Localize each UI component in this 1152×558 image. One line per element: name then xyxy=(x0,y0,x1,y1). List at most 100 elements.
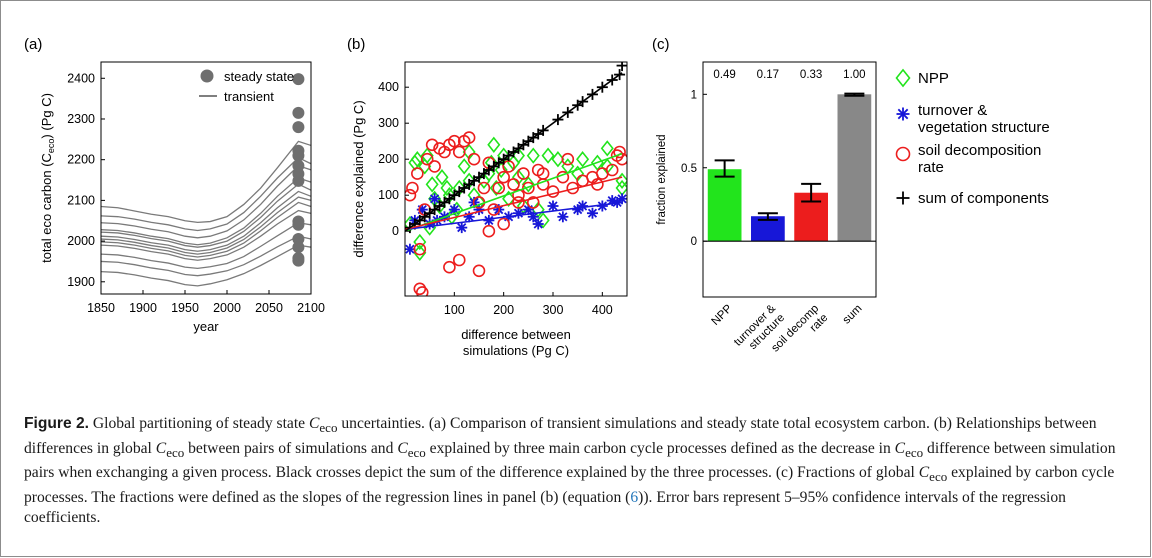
diamond-mark xyxy=(482,165,496,182)
transient-line-9 xyxy=(100,209,312,261)
caption-symbol-sub: eco xyxy=(319,420,338,436)
npp-point-6 xyxy=(420,147,434,164)
caption-symbol: C xyxy=(894,439,906,457)
sum-point-37 xyxy=(616,62,627,72)
legend-label-2: turnover & xyxy=(918,102,987,119)
circle-mark xyxy=(406,181,419,195)
star-stroke xyxy=(597,201,607,211)
y-tick-label: 1 xyxy=(691,89,697,101)
circle-mark xyxy=(497,217,510,231)
turnover-point-18 xyxy=(557,211,569,223)
star-stroke xyxy=(457,223,467,233)
x-tick-label: 2100 xyxy=(297,301,325,315)
y-tick-label: 100 xyxy=(378,188,399,202)
circle-mark xyxy=(522,181,535,195)
x-tick-label: 1900 xyxy=(129,301,157,315)
diamond-mark xyxy=(413,233,427,251)
caption-symbol-sub: eco xyxy=(929,469,948,485)
equation-link[interactable]: 6 xyxy=(630,488,639,506)
npp-point-7 xyxy=(425,176,439,193)
diamond-mark xyxy=(521,176,535,193)
turnover-point-24 xyxy=(429,193,441,205)
soil-point-28 xyxy=(526,196,540,209)
diamond-mark xyxy=(410,151,424,168)
npp-point-30 xyxy=(526,147,540,164)
circle-mark xyxy=(517,167,530,180)
panel-c-label: (c) xyxy=(652,36,670,53)
circle-mark xyxy=(605,163,619,177)
transient-line-1 xyxy=(100,140,312,224)
caption-text-f: explained by carbon cycle processes. The… xyxy=(24,464,1115,506)
x-tick-label: 200 xyxy=(493,303,514,317)
diamond-mark xyxy=(541,147,555,164)
y-tick-label: 1900 xyxy=(67,275,95,289)
soil-point-22 xyxy=(497,170,510,184)
diamond-mark xyxy=(413,244,427,261)
caption-symbol: C xyxy=(397,439,408,457)
x-tick-label: 2000 xyxy=(213,301,241,315)
npp-point-11 xyxy=(440,179,454,197)
circle-mark xyxy=(443,260,456,274)
soil-point-21 xyxy=(492,181,506,195)
diamond-mark xyxy=(425,176,439,193)
circle-mark xyxy=(536,167,550,180)
turnover-point-27 xyxy=(577,200,589,212)
y-tick-label: 0.5 xyxy=(681,163,697,175)
value-label-3: 0.33 xyxy=(800,69,822,81)
star-stroke xyxy=(430,194,440,204)
panel-c-axes-box xyxy=(702,61,877,298)
x-tick-label: 1950 xyxy=(171,301,199,315)
soil-point-37 xyxy=(605,163,619,177)
caption-text-a: Global partitioning of steady state xyxy=(89,415,309,432)
star-stroke xyxy=(449,205,459,215)
npp-point-32 xyxy=(541,147,555,164)
soil-point-40 xyxy=(413,242,427,256)
caption-symbol: C xyxy=(309,415,320,432)
figure-caption: Figure 2. Global partitioning of steady … xyxy=(24,414,1124,528)
circle-mark xyxy=(415,286,429,296)
transient-line-12 xyxy=(100,244,312,287)
y-tick-label: 0 xyxy=(392,224,399,238)
npp-point-46 xyxy=(536,212,550,229)
npp-regression-line xyxy=(405,152,623,232)
npp-point-20 xyxy=(482,165,496,182)
steady-state-point-1 xyxy=(292,73,305,86)
npp-point-35 xyxy=(576,151,590,168)
soil-point-12 xyxy=(448,134,461,148)
turnover-point-11 xyxy=(483,214,495,226)
diamond-mark xyxy=(511,147,525,164)
circle-mark xyxy=(425,138,439,152)
value-label-1: 0.49 xyxy=(713,69,735,81)
panel-b-axes-box xyxy=(404,61,628,297)
panel-b-plot-area xyxy=(405,62,627,296)
steady-state-point-8 xyxy=(292,174,305,187)
circle-mark xyxy=(546,185,560,198)
bar-4 xyxy=(837,94,872,242)
value-label-2: 0.17 xyxy=(757,69,779,81)
circle-mark xyxy=(420,152,434,166)
circle-mark xyxy=(472,264,486,278)
circle-mark xyxy=(467,152,481,166)
diamond-mark xyxy=(489,179,503,197)
steady-state-point-10 xyxy=(292,218,305,231)
y-tick-label: 2400 xyxy=(67,71,95,85)
x-axis-label-line1: difference between xyxy=(461,327,571,342)
circle-mark xyxy=(497,170,510,184)
caption-symbol-sub: eco xyxy=(166,444,185,460)
value-label-4: 1.00 xyxy=(843,69,865,81)
sum-regression-line xyxy=(405,72,623,232)
circle-mark xyxy=(492,181,506,195)
npp-point-10 xyxy=(435,169,449,186)
diamond-mark xyxy=(494,161,508,179)
turnover-point-8 xyxy=(456,222,468,234)
caption-text-b: uncertainties. (a) Comparison of transie… xyxy=(24,415,1097,457)
transient-line-6 xyxy=(100,190,312,252)
circle-mark xyxy=(895,146,911,162)
diamond-mark xyxy=(440,179,454,197)
turnover-point-23 xyxy=(616,193,627,205)
turnover-point-17 xyxy=(547,200,559,212)
category-label-1: NPP xyxy=(710,302,735,327)
circle-mark xyxy=(452,253,466,267)
star-stroke xyxy=(897,108,909,120)
